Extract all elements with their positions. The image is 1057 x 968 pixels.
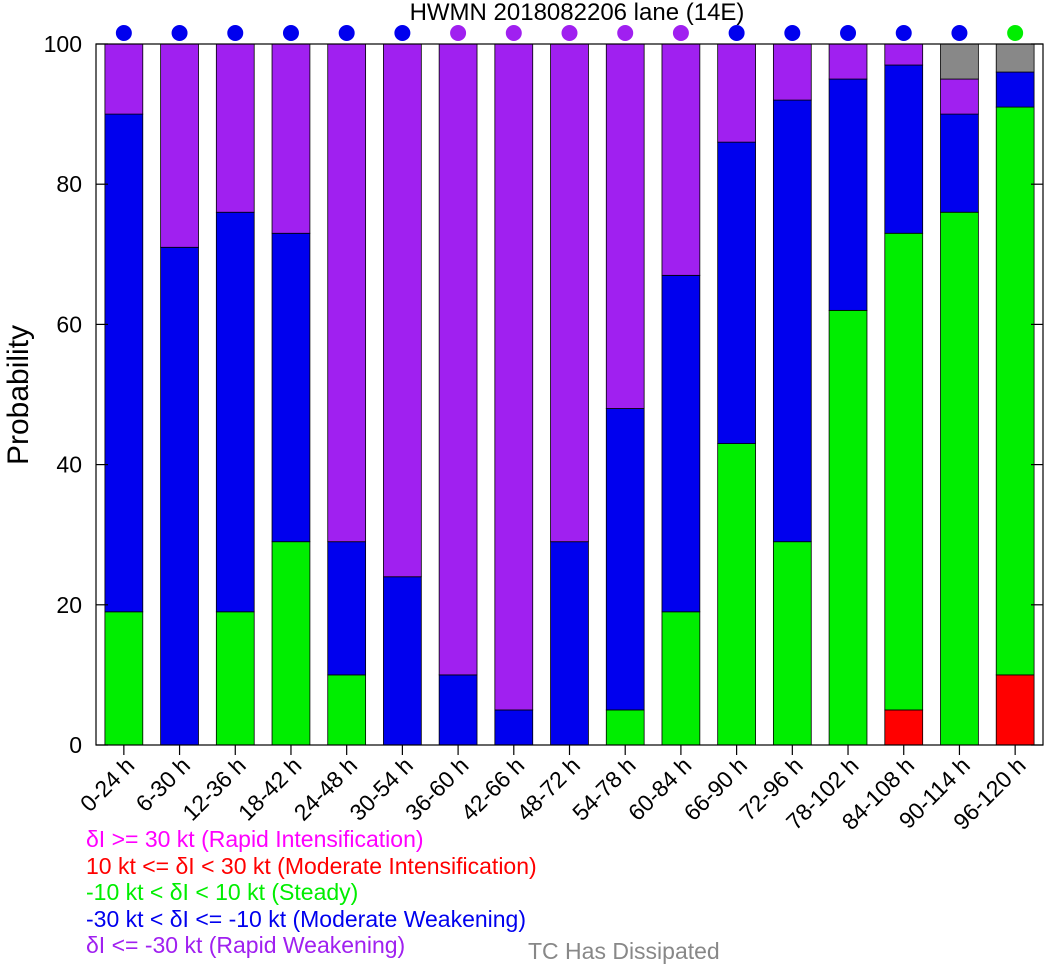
legend-rapid-intensification: δI >= 30 kt (Rapid Intensification) xyxy=(86,826,424,852)
bar-segment-moderate-weakening xyxy=(605,408,645,711)
bar-segment-moderate-weakening xyxy=(215,211,255,613)
forecast-dot xyxy=(840,25,857,41)
bar-segment-moderate-weakening xyxy=(550,541,589,746)
bar-segment-rapid-weakening xyxy=(772,43,812,101)
forecast-dot xyxy=(115,25,132,41)
legend-rapid-weakening: δI <= -30 kt (Rapid Weakening) xyxy=(86,932,406,958)
legend-moderate-intensification: 10 kt <= δI < 30 kt (Moderate Intensific… xyxy=(86,852,537,879)
forecast-dot xyxy=(394,25,411,41)
bar-segment-steady xyxy=(940,211,979,746)
bar-segment-steady xyxy=(271,541,311,746)
bar-segment-rapid-weakening xyxy=(550,43,589,543)
y-tick-label: 100 xyxy=(44,31,82,57)
forecast-dot xyxy=(227,25,244,41)
bar-segment-steady xyxy=(772,541,812,746)
y-axis-label: Probability xyxy=(2,325,35,465)
bar-segment-moderate-intensification xyxy=(884,709,924,746)
forecast-dot xyxy=(450,25,467,41)
bar-segment-steady xyxy=(995,106,1035,676)
bar-segment-moderate-weakening xyxy=(940,113,979,213)
bar-segment-moderate-weakening xyxy=(772,99,812,543)
y-tick-label: 80 xyxy=(56,171,82,197)
forecast-dot xyxy=(617,25,634,41)
legend: δI >= 30 kt (Rapid Intensification) 10 k… xyxy=(86,826,537,959)
chart-title: HWMN 2018082206 lane (14E) xyxy=(410,0,745,26)
bar-segment-moderate-weakening xyxy=(661,274,701,613)
forecast-dot xyxy=(1007,25,1024,41)
y-tick-label: 40 xyxy=(56,452,82,478)
bar-segment-moderate-weakening xyxy=(884,64,924,234)
forecast-dot xyxy=(561,25,578,41)
y-axis: 0 20 40 60 80 100 xyxy=(44,31,1043,758)
bars-layer xyxy=(104,43,1035,746)
forecast-dot xyxy=(951,25,968,41)
bar-segment-rapid-weakening xyxy=(661,43,701,276)
forecast-dot xyxy=(672,25,689,41)
forecast-dot xyxy=(505,25,522,41)
bar-segment-steady xyxy=(717,443,756,746)
bar-segment-rapid-weakening xyxy=(884,43,924,66)
bar-segment-steady xyxy=(104,611,144,746)
bar-segment-moderate-intensification xyxy=(995,674,1035,746)
bar-segment-moderate-weakening xyxy=(494,709,534,746)
bar-segment-moderate-weakening xyxy=(327,541,367,676)
forecast-dot xyxy=(282,25,299,41)
bar-segment-steady xyxy=(215,611,255,746)
bar-segment-moderate-weakening xyxy=(717,141,756,444)
bar-segment-moderate-weakening xyxy=(438,674,478,746)
forecast-dot xyxy=(171,25,188,41)
bar-segment-rapid-weakening xyxy=(215,43,255,213)
bar-segment-rapid-weakening xyxy=(494,43,534,711)
bar-segment-rapid-weakening xyxy=(160,43,199,248)
bar-segment-steady xyxy=(828,309,868,746)
bar-segment-rapid-weakening xyxy=(940,78,979,115)
forecast-dots-layer xyxy=(115,25,1024,41)
bar-segment-rapid-weakening xyxy=(383,43,422,578)
bar-segment-moderate-weakening xyxy=(828,78,868,311)
bar-segment-rapid-weakening xyxy=(605,43,645,409)
y-tick-label: 0 xyxy=(69,732,82,758)
bar-segment-rapid-weakening xyxy=(327,43,367,543)
bar-segment-dissipated xyxy=(995,43,1035,73)
forecast-dot xyxy=(728,25,745,41)
bar-segment-rapid-weakening xyxy=(828,43,868,80)
forecast-dot xyxy=(338,25,355,41)
y-tick-label: 60 xyxy=(56,311,82,337)
y-tick-label: 20 xyxy=(56,592,82,618)
bar-segment-moderate-weakening xyxy=(995,71,1035,108)
legend-dissipated: TC Has Dissipated xyxy=(528,938,720,964)
legend-moderate-weakening: -30 kt < δI <= -10 kt (Moderate Weakenin… xyxy=(86,905,527,932)
bar-segment-steady xyxy=(605,709,645,746)
bar-segment-steady xyxy=(884,232,924,711)
legend-steady: -10 kt < δI < 10 kt (Steady) xyxy=(86,879,359,905)
x-tick-label: 0-24 h xyxy=(75,752,140,817)
bar-segment-dissipated xyxy=(940,43,979,80)
bar-segment-rapid-weakening xyxy=(271,43,311,234)
bar-segment-rapid-weakening xyxy=(438,43,478,676)
x-axis: 0-24 h6-30 h12-36 h18-42 h24-48 h30-54 h… xyxy=(75,745,1031,835)
forecast-dot xyxy=(895,25,912,41)
bar-segment-moderate-weakening xyxy=(104,113,144,613)
bar-segment-moderate-weakening xyxy=(383,576,422,746)
bar-segment-rapid-weakening xyxy=(717,43,756,143)
bar-segment-steady xyxy=(661,611,701,746)
bar-segment-moderate-weakening xyxy=(160,246,199,746)
bar-segment-moderate-weakening xyxy=(271,232,311,543)
bar-segment-steady xyxy=(327,674,367,746)
forecast-dot xyxy=(784,25,801,41)
bar-segment-rapid-weakening xyxy=(104,43,144,115)
